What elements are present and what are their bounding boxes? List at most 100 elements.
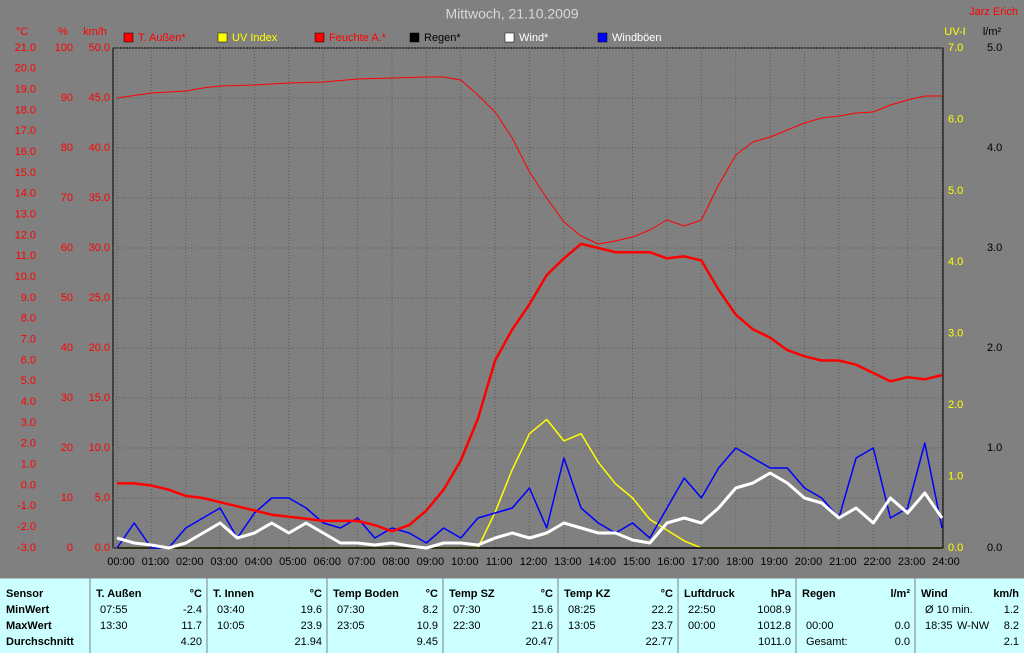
table-cell: 13:30 [100,620,128,632]
table-cell: 8.2 [423,604,438,616]
table-cell: 07:55 [100,604,128,616]
legend-label: Windböen [612,32,662,44]
x-tick-label: 05:00 [279,556,307,568]
y-tick-label: 10.0 [89,442,110,454]
series-line [116,442,943,549]
y-tick-label: 50.0 [89,42,110,54]
table-cell: 1008.9 [757,604,791,616]
column-unit: °C [541,588,553,600]
table-cell: 1011.0 [758,636,791,648]
y-tick-label: 12.0 [15,229,36,241]
legend-swatch [597,32,608,43]
legend-swatch [314,32,325,43]
table-cell: 15.6 [532,604,553,616]
table-cell: 1.2 [1004,604,1019,616]
y-tick-label: 9.0 [21,292,36,304]
y-tick-label: 3.0 [21,417,36,429]
column-header: Temp Boden [333,588,399,600]
column-header: Regen [802,588,836,600]
y-tick-label: 21.0 [15,42,36,54]
column-header: Luftdruck [684,588,736,600]
y-tick-label: 17.0 [15,125,36,137]
axis-unit: km/h [83,26,107,38]
table-cell: 22.77 [645,636,673,648]
x-tick-label: 21:00 [829,556,857,568]
column-unit: l/m² [890,588,910,600]
column-unit: °C [426,588,438,600]
y-tick-label: 0.0 [95,542,110,554]
column-unit: °C [190,588,202,600]
y-tick-label: 50 [61,292,73,304]
legend-swatch [123,32,134,43]
x-tick-label: 17:00 [692,556,720,568]
y-tick-label: 13.0 [15,209,36,221]
y-tick-label: 2.0 [987,342,1002,354]
y-tick-label: 3.0 [987,242,1002,254]
table-cell: 23.9 [301,620,322,632]
table-cell: 23.7 [652,620,673,632]
x-tick-label: 16:00 [657,556,685,568]
table-cell: 13:05 [568,620,596,632]
y-tick-label: -1.0 [17,500,36,512]
y-tick-label: 30.0 [89,242,110,254]
y-tick-label: 20 [61,442,73,454]
table-cell: Gesamt: [806,636,848,648]
row-label: MinWert [6,604,50,616]
y-tick-label: 0.0 [987,542,1002,554]
y-tick-label: 8.0 [21,313,36,325]
x-tick-label: 22:00 [863,556,891,568]
y-tick-label: 40.0 [89,142,110,154]
axis-unit: l/m² [983,26,1002,38]
y-tick-label: 5.0 [987,42,1002,54]
x-tick-label: 20:00 [795,556,823,568]
column-header: Temp SZ [449,588,495,600]
y-tick-label: 0.0 [21,479,36,491]
y-tick-label: 18.0 [15,104,36,116]
legend-swatch [504,32,515,43]
y-tick-label: 2.0 [948,399,963,411]
y-tick-label: 2.0 [21,438,36,450]
row-label: MaxWert [6,620,52,632]
y-tick-label: 80 [61,142,73,154]
chart-title: Mittwoch, 21.10.2009 [445,6,578,22]
x-tick-label: 06:00 [313,556,341,568]
legend-swatch [409,32,420,43]
x-tick-label: 15:00 [623,556,651,568]
x-tick-label: 04:00 [245,556,273,568]
x-tick-label: 01:00 [142,556,170,568]
y-tick-label: 40 [61,342,73,354]
table-cell: 2.1 [1004,636,1019,648]
y-tick-label: 1.0 [948,470,963,482]
table-cell: 21.94 [294,636,322,648]
y-tick-label: -3.0 [17,542,36,554]
y-tick-label: 11.0 [15,250,36,262]
column-unit: °C [661,588,673,600]
table-cell: 4.20 [181,636,202,648]
x-tick-label: 11:00 [486,556,513,568]
series-line [116,76,942,245]
y-tick-label: 30 [61,392,73,404]
x-tick-label: 12:00 [520,556,548,568]
table-cell: 22:30 [453,620,481,632]
y-tick-label: 60 [61,242,73,254]
table-cell: 23:05 [337,620,365,632]
y-tick-label: 4.0 [21,396,36,408]
y-tick-label: 4.0 [948,256,963,268]
y-tick-label: 19.0 [15,84,36,96]
y-tick-label: 15.0 [89,392,110,404]
table-cell: 07:30 [337,604,365,616]
y-tick-label: 4.0 [987,142,1002,154]
legend-label: T. Außen* [138,32,186,44]
y-tick-label: 14.0 [15,188,36,200]
y-tick-label: 5.0 [21,375,36,387]
y-tick-label: -2.0 [17,521,36,533]
y-tick-label: 1.0 [21,459,36,471]
axis-unit: % [58,26,68,38]
table-cell: 10.9 [417,620,438,632]
series-line [116,471,944,550]
table-cell: 08:25 [568,604,596,616]
y-tick-label: 0.0 [948,542,963,554]
y-tick-label: 5.0 [95,492,110,504]
y-tick-label: 70 [61,192,73,204]
